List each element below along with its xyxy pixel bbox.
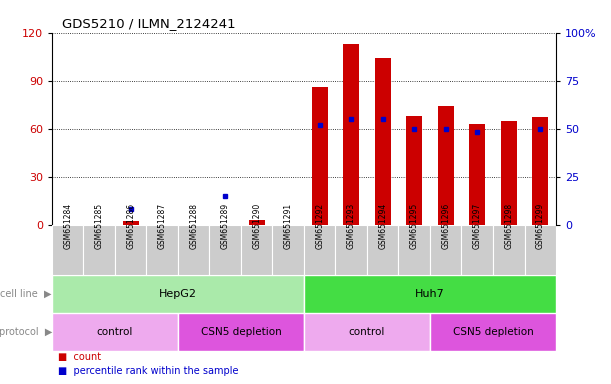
Text: HepG2: HepG2: [159, 289, 197, 299]
Text: Huh7: Huh7: [415, 289, 445, 299]
Bar: [335, 225, 367, 275]
Bar: [147, 225, 178, 275]
Text: CSN5 depletion: CSN5 depletion: [200, 327, 281, 337]
Bar: [123, 222, 139, 225]
Bar: [178, 225, 210, 275]
Bar: [178, 313, 304, 351]
Text: GSM651289: GSM651289: [221, 202, 230, 248]
Text: ■  count: ■ count: [58, 352, 101, 362]
Bar: [52, 225, 84, 275]
Bar: [501, 121, 517, 225]
Bar: [461, 225, 493, 275]
Text: GSM651292: GSM651292: [315, 202, 324, 248]
Text: GSM651291: GSM651291: [284, 202, 293, 248]
Text: control: control: [97, 327, 133, 337]
Text: GSM651287: GSM651287: [158, 202, 167, 248]
Bar: [398, 225, 430, 275]
Bar: [52, 275, 304, 313]
Bar: [524, 225, 556, 275]
Bar: [430, 225, 461, 275]
Bar: [304, 225, 335, 275]
Bar: [430, 313, 556, 351]
Bar: [304, 275, 556, 313]
Bar: [273, 225, 304, 275]
Bar: [304, 313, 430, 351]
Text: GSM651290: GSM651290: [252, 202, 262, 248]
Bar: [375, 58, 390, 225]
Text: GSM651288: GSM651288: [189, 203, 198, 248]
Text: GDS5210 / ILMN_2124241: GDS5210 / ILMN_2124241: [62, 17, 236, 30]
Text: GSM651286: GSM651286: [126, 202, 135, 248]
Bar: [406, 116, 422, 225]
Text: GSM651297: GSM651297: [473, 202, 481, 248]
Text: GSM651296: GSM651296: [441, 202, 450, 248]
Text: CSN5 depletion: CSN5 depletion: [453, 327, 533, 337]
Bar: [312, 87, 327, 225]
Bar: [469, 124, 485, 225]
Bar: [241, 225, 273, 275]
Text: GSM651285: GSM651285: [95, 202, 104, 248]
Text: control: control: [349, 327, 385, 337]
Text: ■  percentile rank within the sample: ■ percentile rank within the sample: [58, 366, 238, 376]
Text: GSM651294: GSM651294: [378, 202, 387, 248]
Bar: [343, 44, 359, 225]
Text: protocol  ▶: protocol ▶: [0, 327, 52, 337]
Text: GSM651293: GSM651293: [346, 202, 356, 248]
Text: cell line  ▶: cell line ▶: [1, 289, 52, 299]
Bar: [210, 225, 241, 275]
Bar: [249, 220, 265, 225]
Bar: [367, 225, 398, 275]
Text: GSM651284: GSM651284: [63, 202, 72, 248]
Bar: [493, 225, 524, 275]
Bar: [438, 106, 453, 225]
Text: GSM651299: GSM651299: [536, 202, 545, 248]
Text: GSM651298: GSM651298: [504, 202, 513, 248]
Bar: [532, 118, 548, 225]
Bar: [84, 225, 115, 275]
Bar: [115, 225, 147, 275]
Bar: [52, 313, 178, 351]
Text: GSM651295: GSM651295: [410, 202, 419, 248]
